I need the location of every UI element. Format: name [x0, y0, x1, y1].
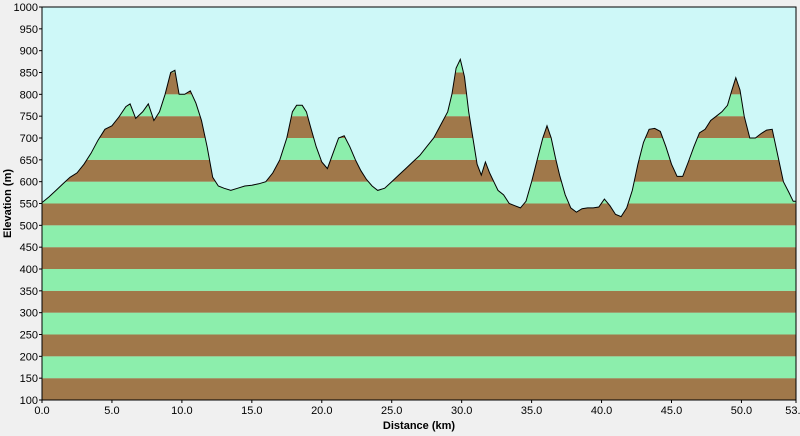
- x-tick-label: 5.0: [104, 405, 119, 417]
- y-tick-label: 650: [20, 155, 38, 167]
- y-tick-label: 850: [20, 68, 38, 80]
- elevation-band: [42, 312, 796, 335]
- y-axis-ticks: 1000 950 900 850 800 750 700 650 600 550 500 450 400…: [14, 2, 42, 407]
- y-tick-label: 300: [20, 308, 38, 320]
- x-tick-label: 0.0: [34, 405, 49, 417]
- y-tick-label: 200: [20, 351, 38, 363]
- elevation-band: [42, 203, 796, 226]
- x-tick-label: 53.9: [785, 405, 800, 417]
- elevation-band: [42, 290, 796, 313]
- y-tick-label: 1000: [14, 2, 38, 14]
- elevation-band: [42, 225, 796, 248]
- x-tick-label: 15.0: [241, 405, 262, 417]
- y-tick-label: 750: [20, 111, 38, 123]
- x-tick-label: 35.0: [521, 405, 542, 417]
- x-tick-label: 40.0: [591, 405, 612, 417]
- y-tick-label: 100: [20, 395, 38, 407]
- y-tick-label: 500: [20, 220, 38, 232]
- elevation-band: [42, 334, 796, 357]
- elevation-band: [42, 269, 796, 291]
- x-axis-ticks: 0.0 5.0 10.0 15.0 20.0 25.0 30.0 35.0 40.0 45.0 50…: [34, 400, 800, 417]
- x-axis-title: Distance (km): [383, 420, 455, 432]
- y-tick-label: 700: [20, 133, 38, 145]
- elevation-band: [42, 247, 796, 269]
- y-tick-label: 600: [20, 177, 38, 189]
- y-tick-label: 950: [20, 24, 38, 36]
- elevation-band: [42, 378, 796, 400]
- y-axis-title: Elevation (m): [2, 169, 14, 238]
- y-tick-label: 150: [20, 373, 38, 385]
- x-tick-label: 45.0: [661, 405, 682, 417]
- y-tick-label: 900: [20, 46, 38, 58]
- y-tick-label: 400: [20, 264, 38, 276]
- x-tick-label: 50.0: [731, 405, 752, 417]
- elevation-band: [42, 181, 796, 204]
- x-tick-label: 25.0: [381, 405, 402, 417]
- y-tick-label: 250: [20, 330, 38, 342]
- y-tick-label: 350: [20, 286, 38, 298]
- y-tick-label: 550: [20, 199, 38, 211]
- elevation-band: [42, 356, 796, 379]
- x-tick-label: 10.0: [171, 405, 192, 417]
- y-tick-label: 800: [20, 89, 38, 101]
- x-tick-label: 20.0: [311, 405, 332, 417]
- elevation-profile-line: [41, 57, 796, 218]
- x-tick-label: 30.0: [451, 405, 472, 417]
- y-tick-label: 450: [20, 242, 38, 254]
